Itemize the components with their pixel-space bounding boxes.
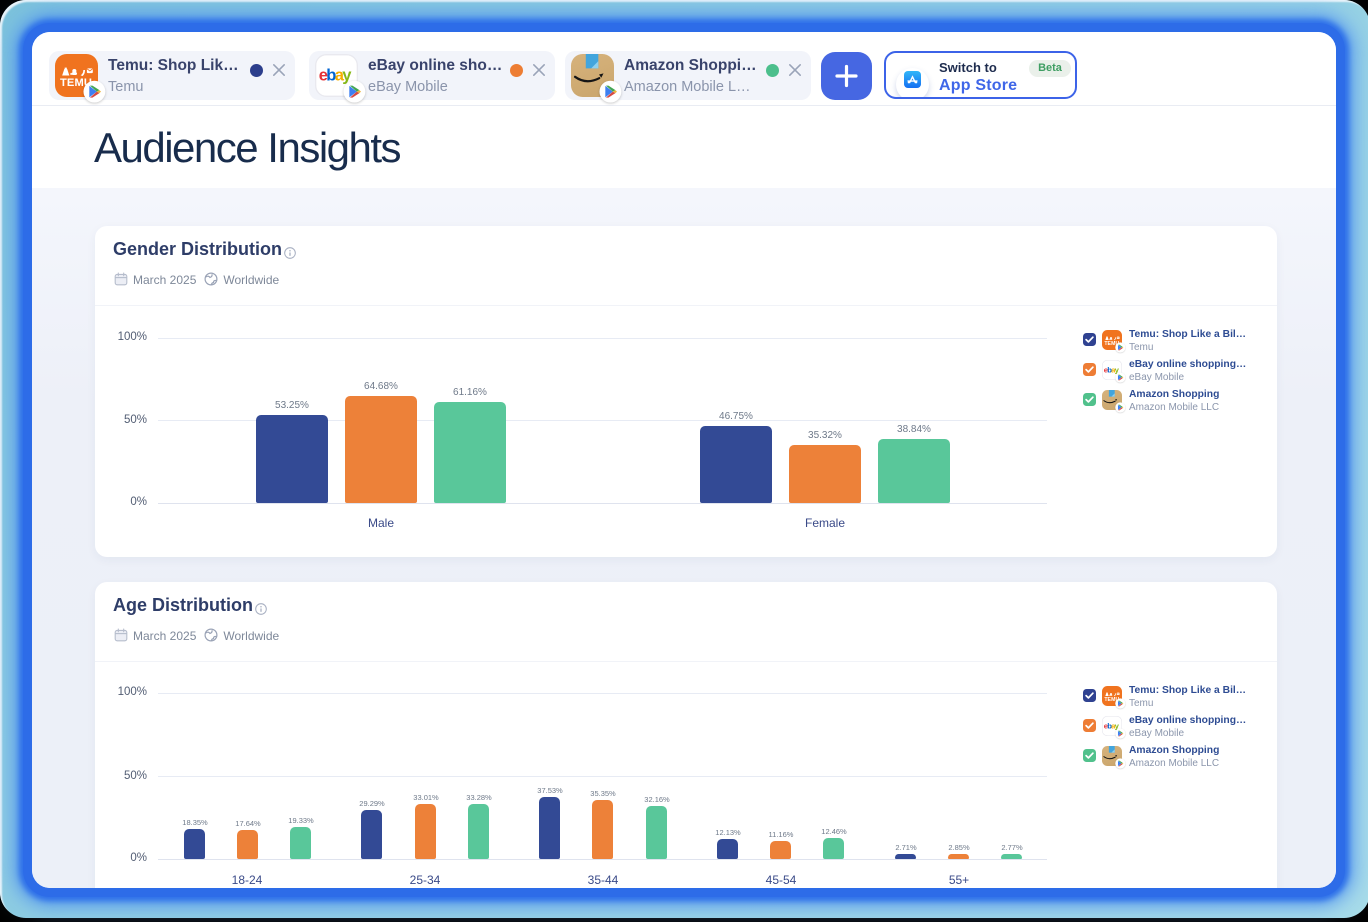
svg-text:TEMU: TEMU [1104, 340, 1119, 346]
svg-text:ebay: ebay [319, 65, 352, 84]
svg-text:TEMU: TEMU [60, 77, 92, 89]
svg-text:ebay: ebay [1104, 721, 1120, 730]
svg-text:ebay: ebay [1104, 365, 1120, 374]
svg-text:TEMU: TEMU [1104, 696, 1119, 702]
